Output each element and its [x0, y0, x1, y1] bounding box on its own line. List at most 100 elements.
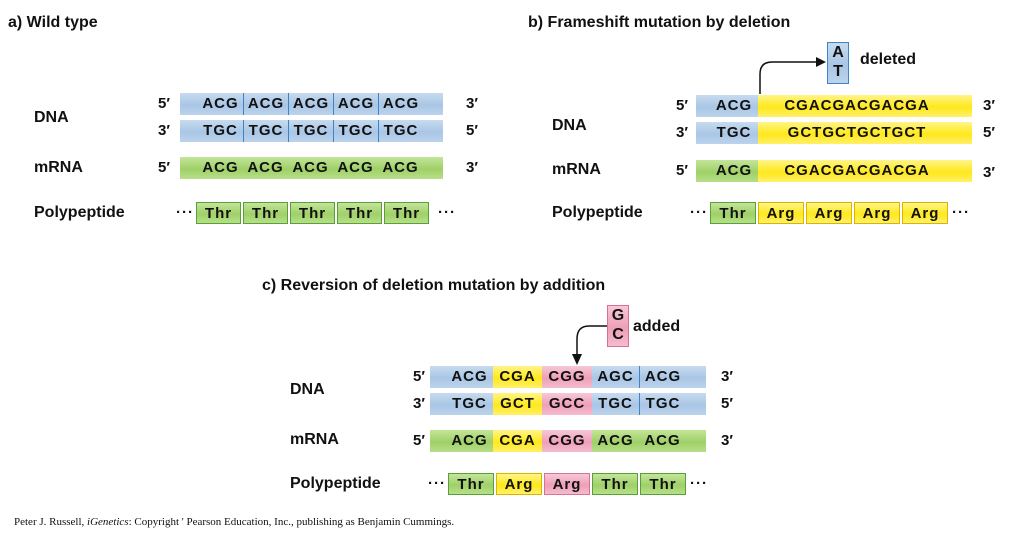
panel-c-polypeptide-label: Polypeptide — [290, 475, 381, 492]
codon: ACG — [288, 93, 333, 115]
deletion-arrow — [759, 57, 826, 94]
amino-acid: Thr — [337, 202, 382, 224]
added-bases-box: G C — [607, 305, 629, 347]
panel-b-polypeptide-right-dots: ··· — [952, 204, 970, 221]
strand-edge — [696, 95, 710, 117]
codon: AGC — [592, 366, 639, 388]
amino-acid: Thr — [243, 202, 288, 224]
added-label: added — [633, 318, 681, 335]
credit-book: iGenetics — [87, 516, 129, 528]
codon: ACG — [198, 93, 243, 115]
codon: ACG — [378, 157, 423, 179]
codon: CGG — [542, 430, 592, 452]
strand-edge — [956, 122, 972, 144]
addition-arrow-line — [576, 325, 607, 355]
strand-edge — [956, 95, 972, 117]
strand-edge — [696, 122, 710, 144]
strand-edge — [686, 393, 706, 415]
deleted-bases-box: A T — [827, 42, 849, 84]
deletion-arrow-head — [816, 57, 826, 67]
panel-a-dna-bottom-strand: TGC TGC TGC TGC TGC — [180, 120, 443, 142]
panel-c-dna-bottom-3prime: 3′ — [413, 395, 425, 412]
panel-c-polypeptide-right-dots: ··· — [690, 475, 708, 492]
panel-a-polypeptide-left-dots: ··· — [176, 204, 194, 221]
added-base: C — [612, 326, 624, 343]
codon: ACG — [710, 160, 758, 182]
codon: TGC — [333, 120, 378, 142]
amino-acid: Arg — [496, 473, 542, 495]
strand-edge — [423, 120, 443, 142]
amino-acid: Thr — [384, 202, 429, 224]
codon: ACG — [333, 93, 378, 115]
amino-acid: Arg — [806, 202, 852, 224]
codon: TGC — [243, 120, 288, 142]
panel-a-title: a) Wild type — [8, 14, 98, 31]
amino-acid: Thr — [592, 473, 638, 495]
codon: TGC — [198, 120, 243, 142]
shifted-sequence: CGACGACGACGA — [758, 160, 956, 182]
amino-acid: Thr — [640, 473, 686, 495]
codon: ACG — [446, 366, 493, 388]
panel-a-dna-bottom-5prime: 5′ — [466, 122, 478, 139]
panel-a-dna-bottom-3prime: 3′ — [158, 122, 170, 139]
amino-acid: Arg — [854, 202, 900, 224]
strand-edge — [180, 93, 198, 115]
codon: ACG — [446, 430, 493, 452]
panel-a-dna-label: DNA — [34, 109, 69, 126]
codon: ACG — [639, 430, 686, 452]
strand-edge — [430, 393, 446, 415]
panel-c-title: c) Reversion of deletion mutation by add… — [262, 277, 606, 294]
panel-c-dna-top-strand: ACG CGA CGG AGC ACG — [430, 366, 706, 388]
strand-edge — [956, 160, 972, 182]
addition-arrow — [572, 325, 607, 365]
deletion-arrow-line — [759, 61, 818, 94]
panel-b-polypeptide-left-dots: ··· — [690, 204, 708, 221]
shifted-sequence: CGACGACGACGA — [758, 95, 956, 117]
panel-b-dna-bottom-5prime: 5′ — [983, 124, 995, 141]
panel-b-mrna-strand: ACG CGACGACGACGA — [696, 160, 972, 182]
panel-a-mrna-strand: ACG ACG ACG ACG ACG — [180, 157, 443, 179]
strand-edge — [423, 157, 443, 179]
panel-b-dna-top-3prime: 3′ — [983, 97, 995, 114]
codon: ACG — [592, 430, 639, 452]
strand-edge — [180, 157, 198, 179]
panel-b-title: b) Frameshift mutation by deletion — [528, 14, 791, 31]
codon: TGC — [639, 393, 686, 415]
panel-a-dna-top-3prime: 3′ — [466, 95, 478, 112]
codon: CGA — [493, 366, 542, 388]
credit-rest: : Copyright ' Pearson Education, Inc., p… — [128, 516, 455, 528]
panel-c-mrna-label: mRNA — [290, 431, 339, 448]
deleted-base: A — [832, 44, 844, 61]
credit-author: Peter J. Russell, — [14, 516, 88, 528]
strand-edge — [430, 366, 446, 388]
panel-c-dna-label: DNA — [290, 381, 325, 398]
codon: ACG — [378, 93, 423, 115]
codon: TGC — [710, 122, 758, 144]
codon: TGC — [592, 393, 639, 415]
panel-b-polypeptide: Thr Arg Arg Arg Arg — [710, 202, 950, 224]
panel-b-dna-bottom-3prime: 3′ — [676, 124, 688, 141]
panel-c-dna-bottom-strand: TGC GCT GCC TGC TGC — [430, 393, 706, 415]
codon: ACG — [639, 366, 686, 388]
strand-edge — [423, 93, 443, 115]
codon: ACG — [243, 93, 288, 115]
panel-c-polypeptide-left-dots: ··· — [428, 475, 446, 492]
panel-a-polypeptide-right-dots: ··· — [438, 204, 456, 221]
added-base: G — [611, 307, 625, 324]
strand-edge — [180, 120, 198, 142]
panel-a-mrna-3prime: 3′ — [466, 159, 478, 176]
amino-acid: Thr — [448, 473, 494, 495]
panel-c-polypeptide: Thr Arg Arg Thr Thr — [448, 473, 688, 495]
codon: ACG — [243, 157, 288, 179]
panel-a-dna-top-strand: ACG ACG ACG ACG ACG — [180, 93, 443, 115]
panel-b-mrna-3prime: 3′ — [983, 164, 995, 181]
amino-acid: Arg — [902, 202, 948, 224]
codon: ACG — [198, 157, 243, 179]
codon: ACG — [710, 95, 758, 117]
strand-edge — [686, 430, 706, 452]
amino-acid: Thr — [710, 202, 756, 224]
panel-b-polypeptide-label: Polypeptide — [552, 204, 643, 221]
panel-a-mrna-5prime: 5′ — [158, 159, 170, 176]
panel-b-dna-label: DNA — [552, 117, 587, 134]
codon: CGG — [542, 366, 592, 388]
